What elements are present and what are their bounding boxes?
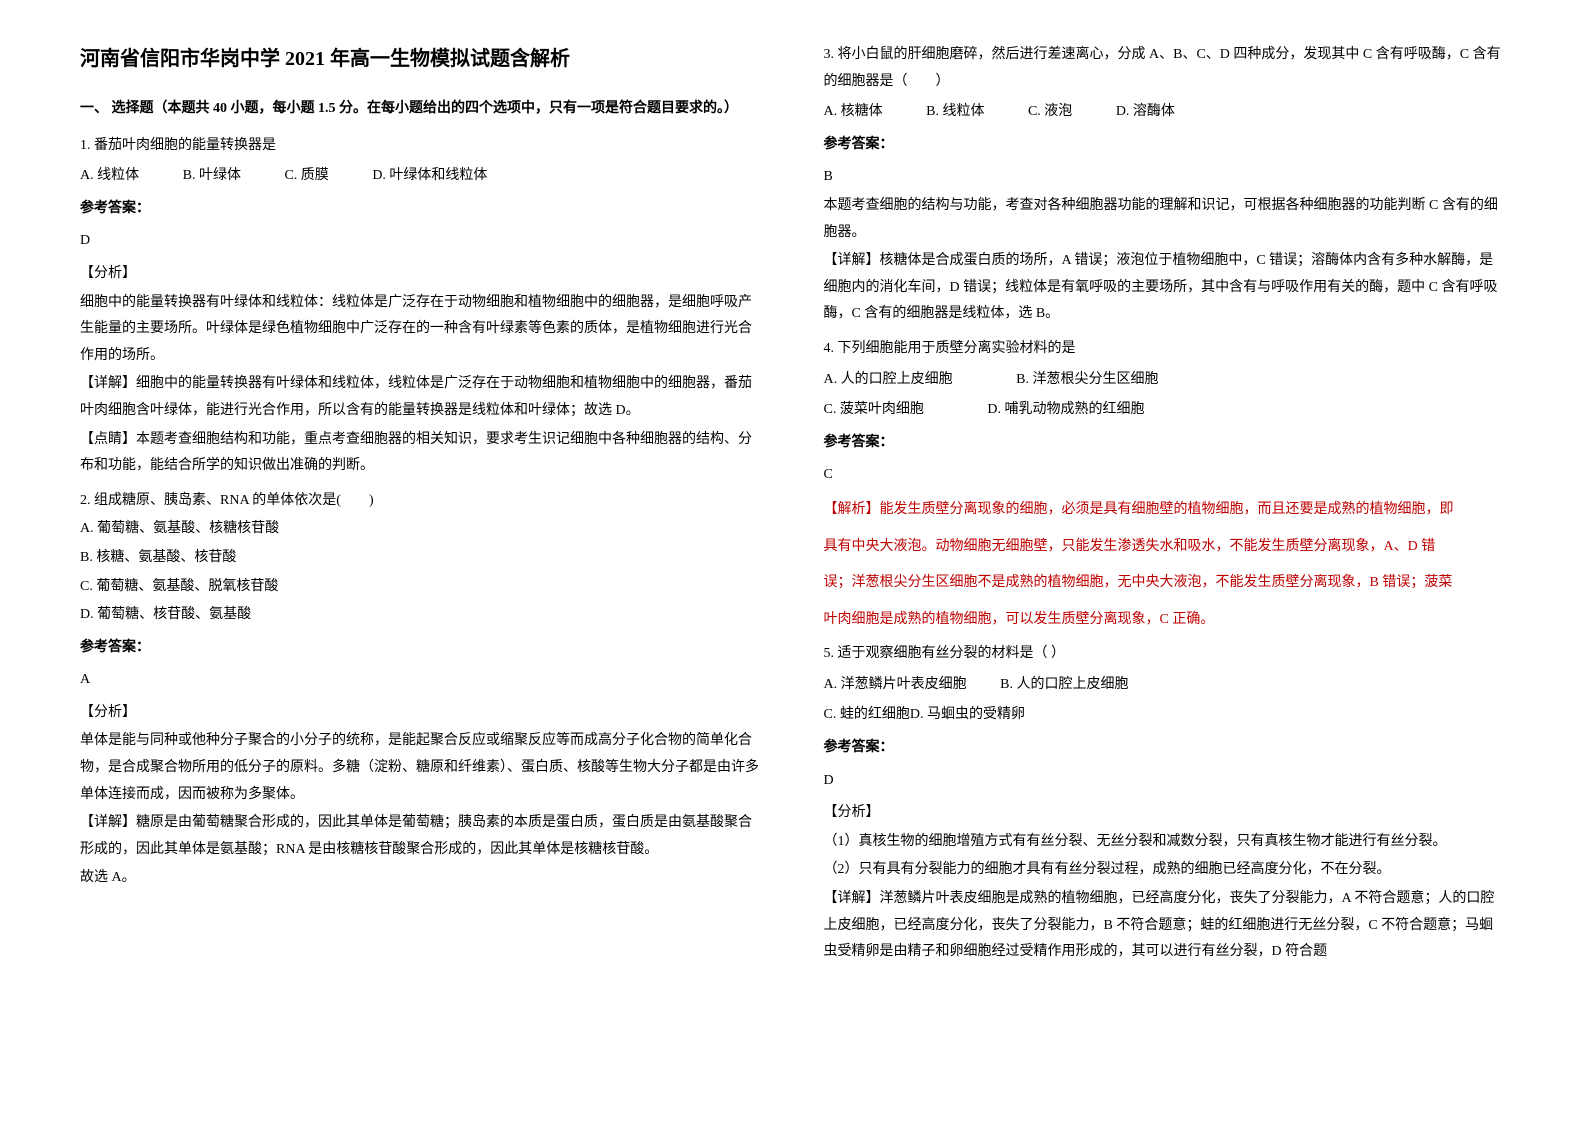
q5-detail: 【详解】洋葱鳞片叶表皮细胞是成熟的植物细胞，已经高度分化，丧失了分裂能力，A 不… — [824, 886, 1508, 966]
q5-analysis-label: 【分析】 — [824, 800, 1508, 827]
q3-stem: 3. 将小白鼠的肝细胞磨碎，然后进行差速离心，分成 A、B、C、D 四种成分，发… — [824, 42, 1508, 95]
q1-point: 【点睛】本题考查细胞结构和功能，重点考查细胞器的相关知识，要求考生识记细胞中各种… — [80, 427, 764, 480]
q1-answer-label: 参考答案： — [80, 196, 764, 223]
q1-option-a: A. 线粒体 — [80, 163, 139, 190]
q4-answer: C — [824, 462, 1508, 489]
q3-option-a: A. 核糖体 — [824, 99, 883, 126]
q2-answer: A — [80, 667, 764, 694]
document-title: 河南省信阳市华岗中学 2021 年高一生物模拟试题含解析 — [80, 40, 764, 78]
q2-option-c: C. 葡萄糖、氨基酸、脱氧核苷酸 — [80, 574, 764, 601]
q3-option-b: B. 线粒体 — [926, 99, 984, 126]
q2-detail: 【详解】糖原是由葡萄糖聚合形成的，因此其单体是葡萄糖；胰岛素的本质是蛋白质，蛋白… — [80, 810, 764, 863]
q3-analysis-text: 本题考查细胞的结构与功能，考查对各种细胞器功能的理解和识记，可根据各种细胞器的功… — [824, 193, 1508, 246]
q5-analysis-2: （2）只有具有分裂能力的细胞才具有有丝分裂过程，成熟的细胞已经高度分化，不在分裂… — [824, 857, 1508, 884]
q5-answer: D — [824, 768, 1508, 795]
q1-option-d: D. 叶绿体和线粒体 — [372, 163, 487, 190]
q1-option-b: B. 叶绿体 — [183, 163, 241, 190]
q4-red-2: 具有中央大液泡。动物细胞无细胞壁，只能发生渗透失水和吸水，不能发生质壁分离现象，… — [824, 534, 1508, 561]
q4-options: A. 人的口腔上皮细胞 B. 洋葱根尖分生区细胞 — [824, 367, 1508, 394]
q4-option-b: B. 洋葱根尖分生区细胞 — [1016, 367, 1158, 394]
q3-answer: B — [824, 164, 1508, 191]
q1-analysis-label: 【分析】 — [80, 261, 764, 288]
section-heading: 一、 选择题（本题共 40 小题，每小题 1.5 分。在每小题给出的四个选项中，… — [80, 96, 764, 123]
q5-analysis-1: （1）真核生物的细胞增殖方式有有丝分裂、无丝分裂和减数分裂，只有真核生物才能进行… — [824, 829, 1508, 856]
q2-analysis-text: 单体是能与同种或他种分子聚合的小分子的统称，是能起聚合反应或缩聚反应等而成高分子… — [80, 728, 764, 808]
q3-answer-label: 参考答案： — [824, 132, 1508, 159]
q5-option-a: A. 洋葱鳞片叶表皮细胞 — [824, 672, 967, 699]
q1-option-c: C. 质膜 — [284, 163, 328, 190]
q3-options: A. 核糖体 B. 线粒体 C. 液泡 D. 溶酶体 — [824, 99, 1508, 126]
q5-options: A. 洋葱鳞片叶表皮细胞 B. 人的口腔上皮细胞 — [824, 672, 1508, 699]
q4-option-d: D. 哺乳动物成熟的红细胞 — [987, 397, 1144, 424]
q5-stem: 5. 适于观察细胞有丝分裂的材料是（ ） — [824, 641, 1508, 668]
q4-options-2: C. 菠菜叶肉细胞 D. 哺乳动物成熟的红细胞 — [824, 397, 1508, 424]
q4-red-4: 叶肉细胞是成熟的植物细胞，可以发生质壁分离现象，C 正确。 — [824, 607, 1508, 634]
q2-conclusion: 故选 A。 — [80, 865, 764, 892]
q1-options: A. 线粒体 B. 叶绿体 C. 质膜 D. 叶绿体和线粒体 — [80, 163, 764, 190]
q4-red-1: 【解析】能发生质壁分离现象的细胞，必须是具有细胞壁的植物细胞，而且还要是成熟的植… — [824, 497, 1508, 524]
q2-analysis-label: 【分析】 — [80, 700, 764, 727]
q5-option-c: C. 蛙的红细胞 — [824, 707, 910, 722]
q4-option-a: A. 人的口腔上皮细胞 — [824, 367, 953, 394]
q2-option-a: A. 葡萄糖、氨基酸、核糖核苷酸 — [80, 516, 764, 543]
right-column: 3. 将小白鼠的肝细胞磨碎，然后进行差速离心，分成 A、B、C、D 四种成分，发… — [794, 40, 1538, 1082]
q4-stem: 4. 下列细胞能用于质壁分离实验材料的是 — [824, 336, 1508, 363]
q3-detail: 【详解】核糖体是合成蛋白质的场所，A 错误；液泡位于植物细胞中，C 错误；溶酶体… — [824, 248, 1508, 328]
q2-answer-label: 参考答案： — [80, 635, 764, 662]
q3-option-c: C. 液泡 — [1028, 99, 1072, 126]
q2-option-b: B. 核糖、氨基酸、核苷酸 — [80, 545, 764, 572]
q5-answer-label: 参考答案： — [824, 735, 1508, 762]
q1-stem: 1. 番茄叶肉细胞的能量转换器是 — [80, 133, 764, 160]
q2-option-d: D. 葡萄糖、核苷酸、氨基酸 — [80, 602, 764, 629]
q4-answer-label: 参考答案： — [824, 430, 1508, 457]
left-column: 河南省信阳市华岗中学 2021 年高一生物模拟试题含解析 一、 选择题（本题共 … — [50, 40, 794, 1082]
q1-detail: 【详解】细胞中的能量转换器有叶绿体和线粒体，线粒体是广泛存在于动物细胞和植物细胞… — [80, 371, 764, 424]
q5-option-b: B. 人的口腔上皮细胞 — [1000, 672, 1128, 699]
q4-red-3: 误；洋葱根尖分生区细胞不是成熟的植物细胞，无中央大液泡，不能发生质壁分离现象，B… — [824, 570, 1508, 597]
q2-stem: 2. 组成糖原、胰岛素、RNA 的单体依次是( ) — [80, 488, 764, 515]
q1-analysis-text: 细胞中的能量转换器有叶绿体和线粒体：线粒体是广泛存在于动物细胞和植物细胞中的细胞… — [80, 290, 764, 370]
q5-option-d: D. 马蛔虫的受精卵 — [910, 707, 1025, 722]
q1-answer: D — [80, 228, 764, 255]
q5-options-2: C. 蛙的红细胞D. 马蛔虫的受精卵 — [824, 702, 1508, 729]
q3-option-d: D. 溶酶体 — [1116, 99, 1175, 126]
q4-option-c: C. 菠菜叶肉细胞 — [824, 397, 924, 424]
